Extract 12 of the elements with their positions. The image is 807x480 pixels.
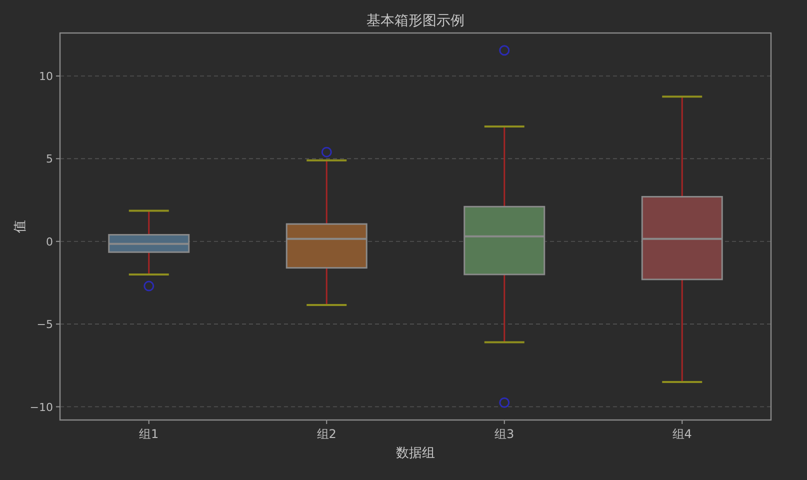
y-tick-label: 5	[46, 152, 53, 166]
x-tick-label: 组1	[139, 427, 159, 441]
x-tick-label: 组3	[494, 427, 514, 441]
y-tick-label: 10	[39, 70, 53, 83]
x-tick-label: 组2	[316, 427, 336, 441]
y-tick-label: 0	[46, 235, 53, 248]
y-tick-label: −10	[30, 400, 53, 414]
x-tick-label: 组4	[672, 427, 692, 441]
y-axis-title: 值	[13, 220, 28, 233]
x-axis-title: 数据组	[396, 446, 435, 461]
chart-title: 基本箱形图示例	[366, 13, 464, 29]
y-tick-label: −5	[36, 318, 53, 332]
